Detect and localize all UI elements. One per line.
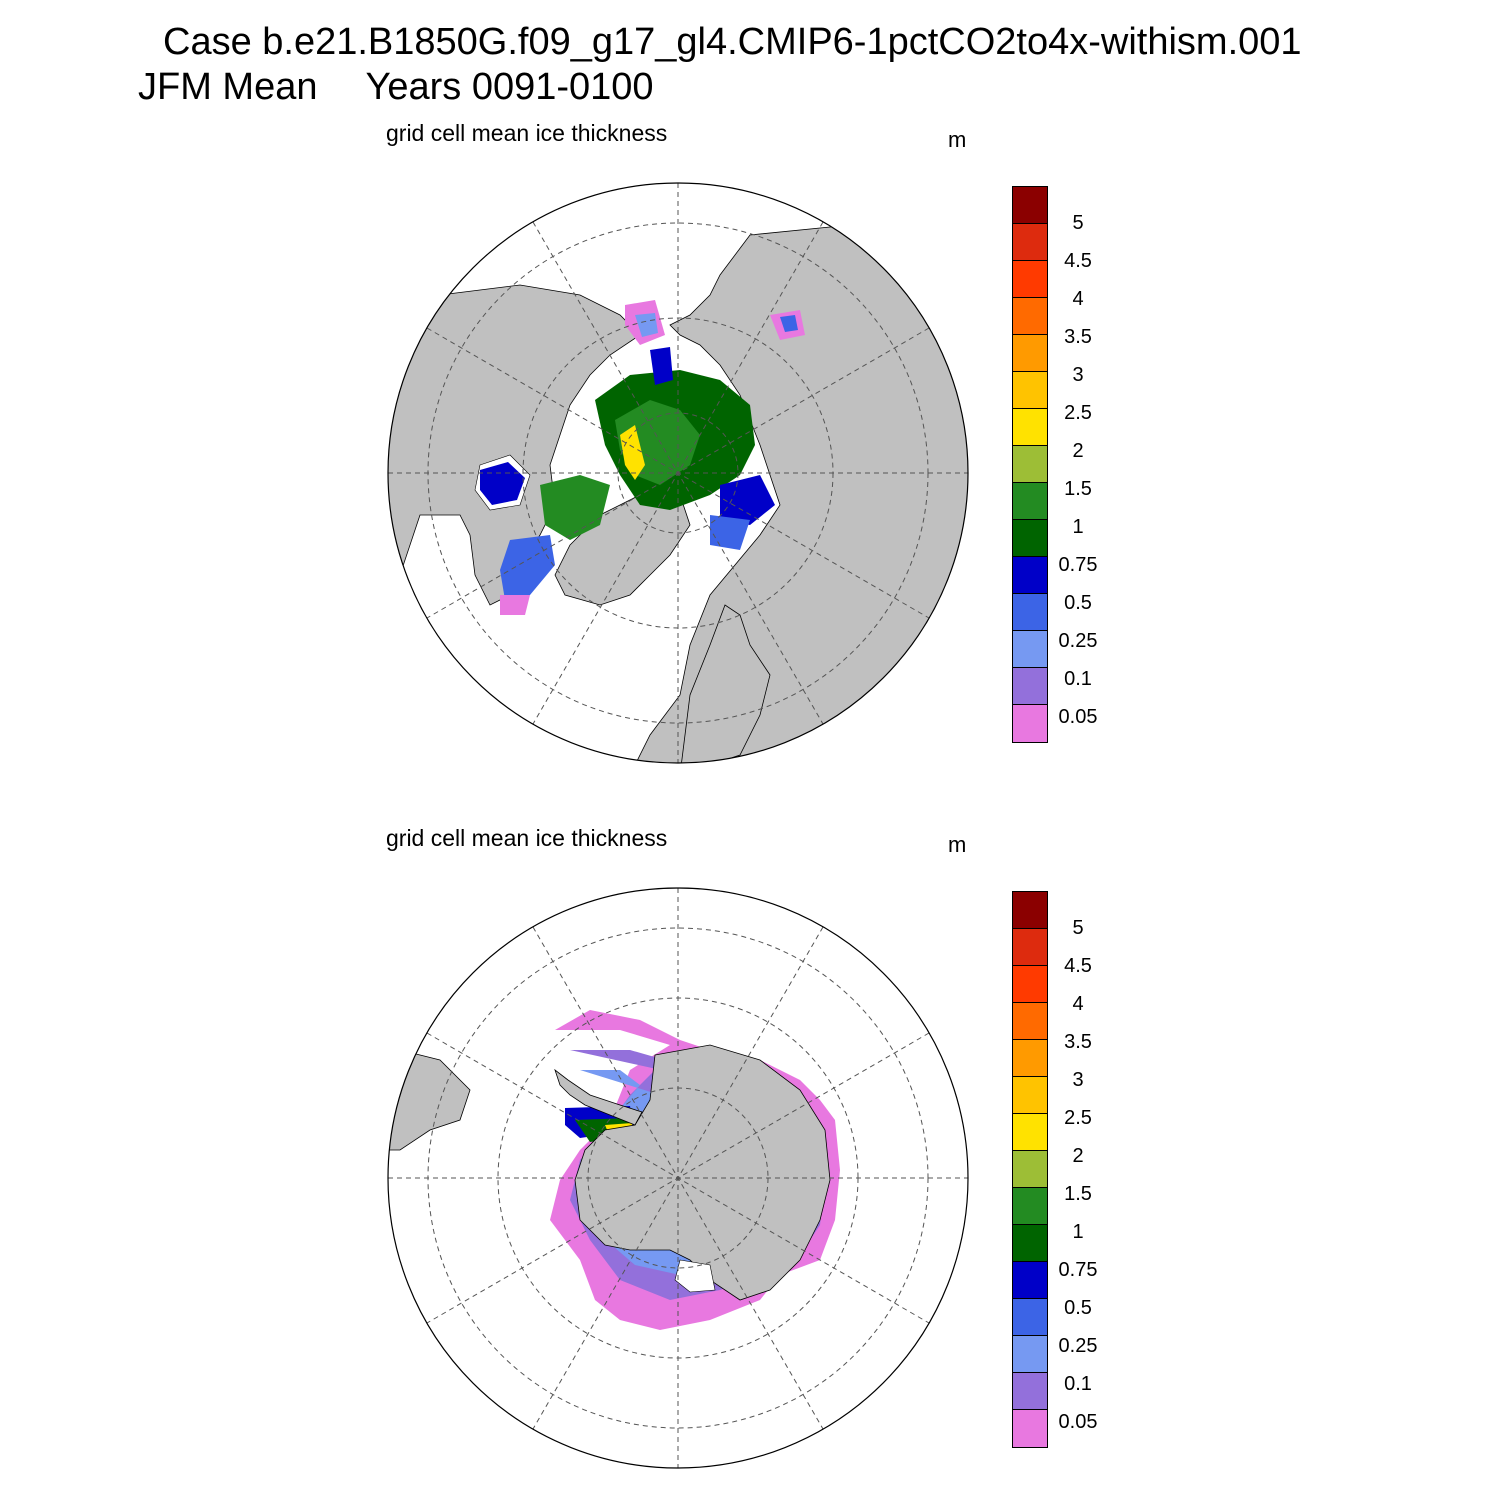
south-colorbar-label: 2.5 xyxy=(1064,1107,1092,1129)
south-colorbar-swatch xyxy=(1013,1262,1047,1299)
south-colorbar-label: 1.5 xyxy=(1064,1183,1092,1205)
south-colorbar-swatch xyxy=(1013,1188,1047,1225)
north-colorbar-swatch xyxy=(1013,261,1047,298)
north-colorbar-label: 0.25 xyxy=(1058,630,1098,652)
north-colorbar-label: 2 xyxy=(1072,440,1084,462)
north-colorbar-swatch xyxy=(1013,187,1047,224)
north-graticule xyxy=(388,183,968,763)
south-colorbar-swatch xyxy=(1013,1299,1047,1336)
north-colorbar-swatch xyxy=(1013,335,1047,372)
north-colorbar-label: 0.1 xyxy=(1064,668,1092,690)
north-panel-title: grid cell mean ice thickness xyxy=(386,120,668,146)
south-colorbar xyxy=(1012,891,1048,1448)
north-colorbar-swatch xyxy=(1013,224,1047,261)
south-colorbar-label: 4.5 xyxy=(1064,955,1092,977)
south-colorbar-label: 1 xyxy=(1072,1221,1084,1243)
south-colorbar-swatch xyxy=(1013,1336,1047,1373)
north-polar-map xyxy=(387,182,969,764)
south-colorbar-swatch xyxy=(1013,1040,1047,1077)
north-colorbar-label: 1 xyxy=(1072,516,1084,538)
south-units-label: m xyxy=(948,832,967,857)
greenland-land xyxy=(554,494,691,606)
south-colorbar-label: 0.05 xyxy=(1058,1411,1098,1433)
south-colorbar-label: 3 xyxy=(1072,1069,1084,1091)
case-title: Case b.e21.B1850G.f09_g17_gl4.CMIP6-1pct… xyxy=(163,21,1302,63)
europe-land xyxy=(679,604,771,763)
south-colorbar-label: 0.25 xyxy=(1058,1335,1098,1357)
south-colorbar-swatch xyxy=(1013,892,1047,929)
north-colorbar-swatch xyxy=(1013,631,1047,668)
north-units-label: m xyxy=(948,127,967,152)
south-colorbar-label: 3.5 xyxy=(1064,1031,1092,1053)
north-colorbar-label: 1.5 xyxy=(1064,478,1092,500)
south-colorbar-swatch xyxy=(1013,1410,1047,1447)
north-colorbar-label: 0.05 xyxy=(1058,706,1098,728)
north-colorbar-swatch xyxy=(1013,668,1047,705)
north-colorbar-label: 3.5 xyxy=(1064,326,1092,348)
north-colorbar-label: 0.75 xyxy=(1058,554,1098,576)
south-colorbar-label: 0.5 xyxy=(1064,1297,1092,1319)
south-colorbar-swatch xyxy=(1013,1225,1047,1262)
north-colorbar-swatch xyxy=(1013,520,1047,557)
north-colorbar-label: 0.5 xyxy=(1064,592,1092,614)
north-colorbar-label: 4 xyxy=(1072,288,1084,310)
south-colorbar-label: 0.1 xyxy=(1064,1373,1092,1395)
north-colorbar-swatch xyxy=(1013,298,1047,335)
north-colorbar xyxy=(1012,186,1048,743)
south-colorbar-swatch xyxy=(1013,929,1047,966)
south-colorbar-label: 5 xyxy=(1072,917,1084,939)
season-label: JFM Mean xyxy=(138,66,318,108)
north-colorbar-swatch xyxy=(1013,372,1047,409)
south-panel-title: grid cell mean ice thickness xyxy=(386,825,668,851)
north-colorbar-label: 4.5 xyxy=(1064,250,1092,272)
south-colorbar-swatch xyxy=(1013,966,1047,1003)
south-colorbar-swatch xyxy=(1013,1114,1047,1151)
south-colorbar-label: 2 xyxy=(1072,1145,1084,1167)
south-colorbar-label: 0.75 xyxy=(1058,1259,1098,1281)
south-colorbar-swatch xyxy=(1013,1151,1047,1188)
north-colorbar-swatch xyxy=(1013,594,1047,631)
north-colorbar-swatch xyxy=(1013,409,1047,446)
north-colorbar-label: 3 xyxy=(1072,364,1084,386)
season-title: JFM Mean Years 0091-0100 xyxy=(138,67,654,107)
north-colorbar-swatch xyxy=(1013,557,1047,594)
south-polar-map xyxy=(387,887,969,1469)
south-colorbar-swatch xyxy=(1013,1003,1047,1040)
north-colorbar-swatch xyxy=(1013,446,1047,483)
south-graticule xyxy=(388,888,968,1468)
north-colorbar-swatch xyxy=(1013,705,1047,742)
north-colorbar-swatch xyxy=(1013,483,1047,520)
years-label: Years 0091-0100 xyxy=(365,66,654,108)
north-colorbar-label: 2.5 xyxy=(1064,402,1092,424)
south-colorbar-swatch xyxy=(1013,1077,1047,1114)
north-colorbar-label: 5 xyxy=(1072,212,1084,234)
south-colorbar-swatch xyxy=(1013,1373,1047,1410)
south-colorbar-label: 4 xyxy=(1072,993,1084,1015)
